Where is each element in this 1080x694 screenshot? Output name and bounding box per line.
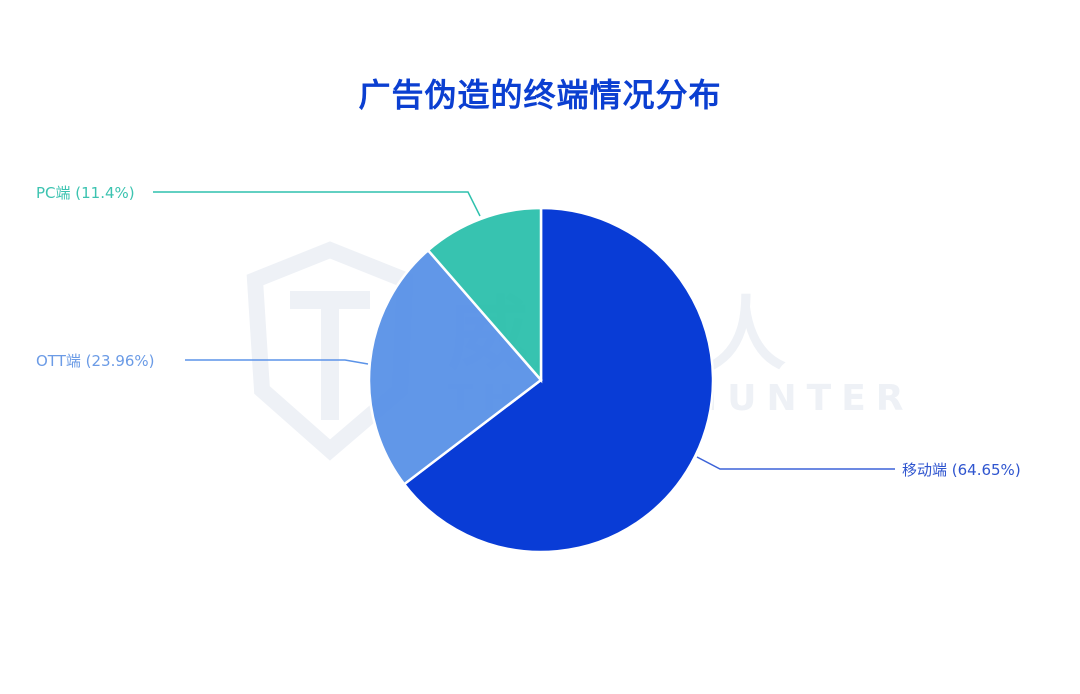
slice-label-ott: OTT端 (23.96%) <box>36 352 155 370</box>
leader-line-pc <box>153 191 481 217</box>
pie-slice-pc <box>426 206 543 384</box>
chart-title: 广告伪造的终端情况分布 <box>358 76 722 114</box>
leader-line-ott <box>185 359 369 365</box>
pie-slice-ott <box>367 248 543 486</box>
slice-label-mobile: 移动端 (64.65%) <box>902 461 1021 479</box>
slice-label-pc: PC端 (11.4%) <box>36 184 135 202</box>
pie-slice-mobile <box>402 206 715 554</box>
leader-line-mobile <box>696 456 895 470</box>
